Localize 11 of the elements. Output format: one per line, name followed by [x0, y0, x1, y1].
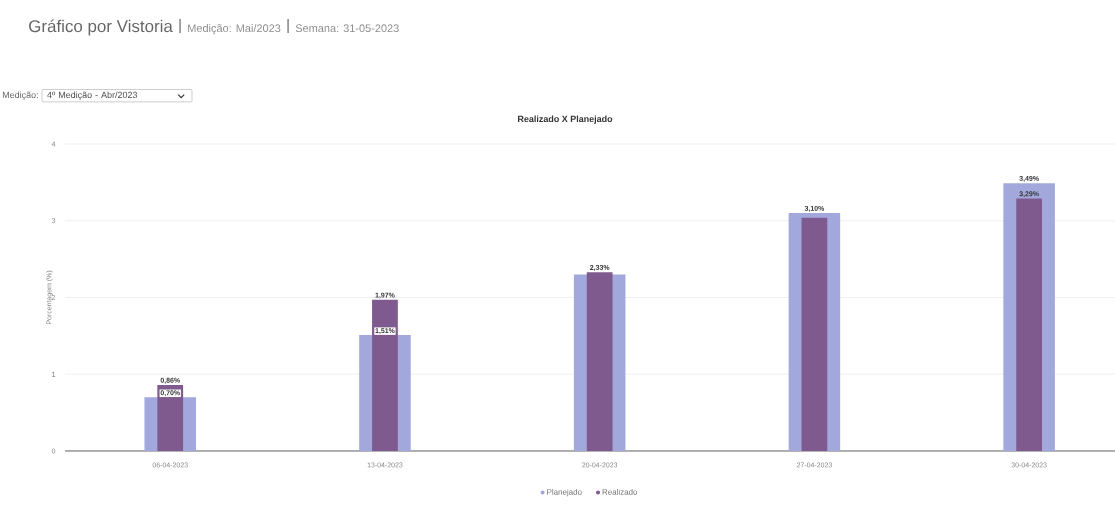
bar	[586, 272, 613, 451]
text: Medição:	[2, 91, 38, 100]
text: 4º Medição - Abr/2023	[47, 91, 138, 100]
bar	[1016, 198, 1043, 451]
bar	[372, 299, 398, 451]
text: Gráfico por Vistoria	[29, 19, 173, 36]
bar	[801, 217, 828, 451]
chart-title: Realizado X Planejado	[518, 115, 613, 124]
bar	[157, 384, 184, 451]
text: Semana: 31-05-2023	[295, 24, 399, 33]
text: Medição: Mai/2023	[188, 24, 281, 35]
